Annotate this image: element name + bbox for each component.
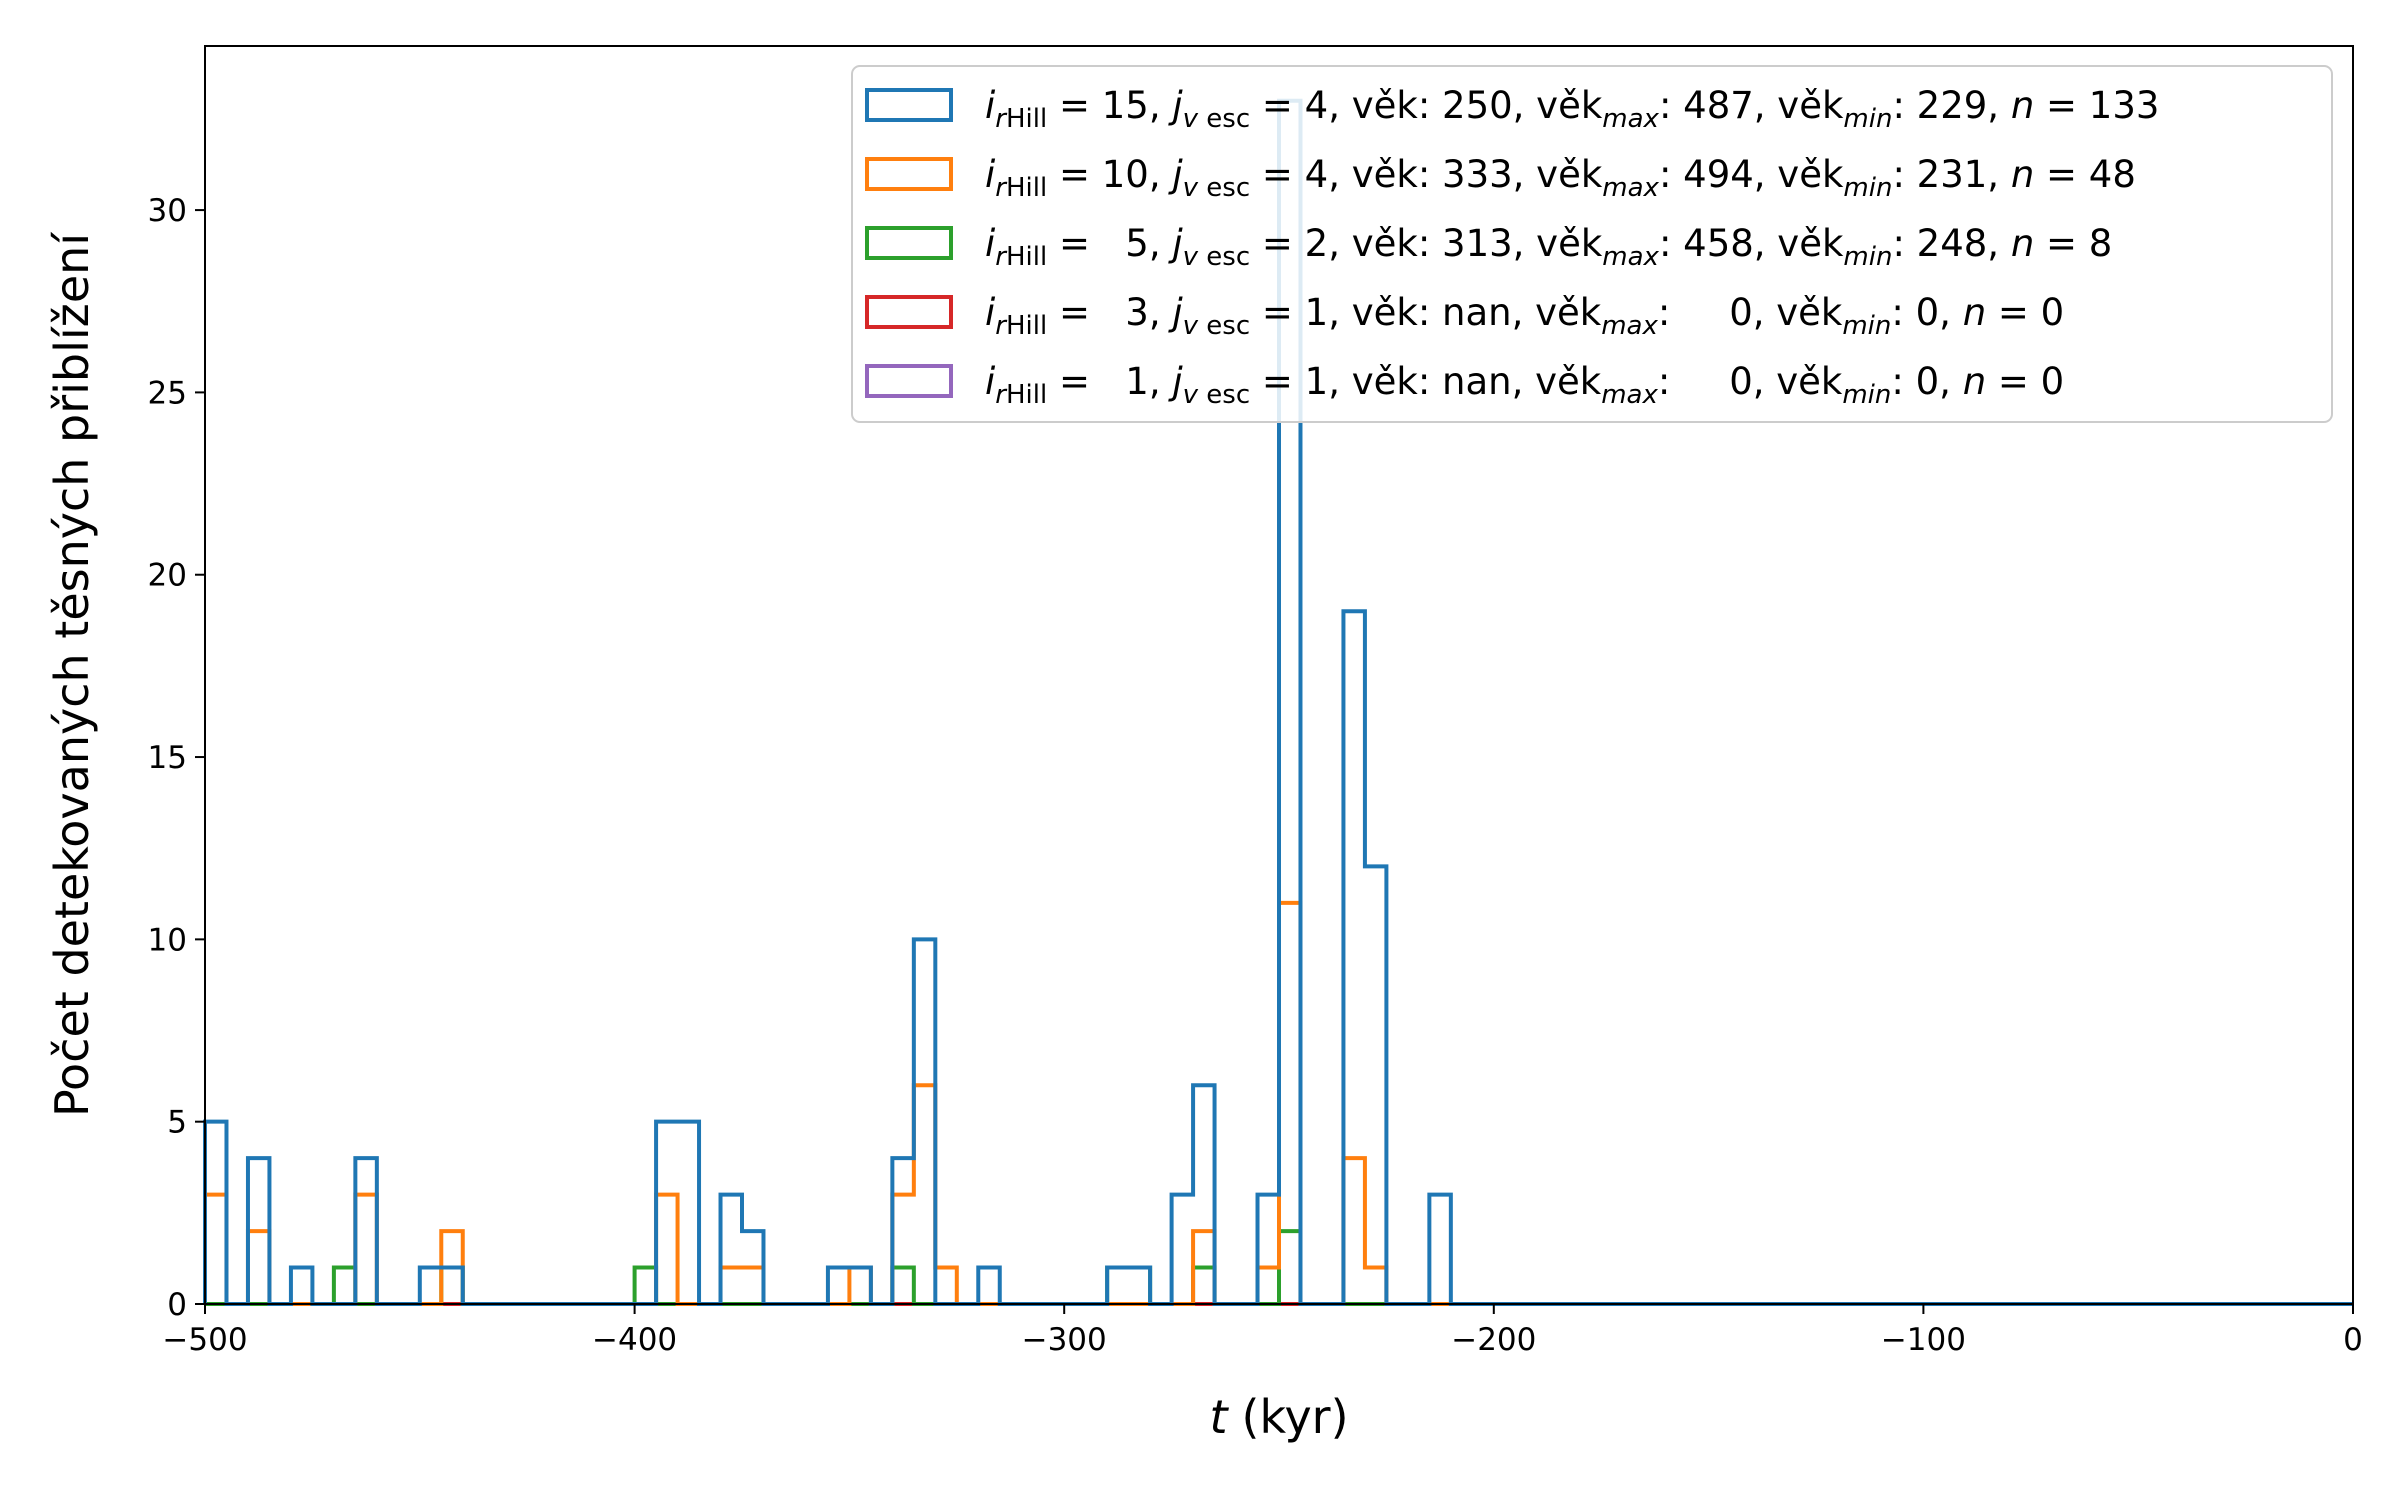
y-tick-label: 0 (167, 1287, 187, 1323)
y-tick-label: 10 (148, 922, 187, 958)
x-tick-label: −100 (1881, 1322, 1966, 1358)
x-tick-label: 0 (2343, 1322, 2363, 1358)
x-axis: −500 −400 −300 −200 −100 0 (162, 1304, 2363, 1358)
y-tick-label: 15 (148, 740, 187, 776)
y-axis: 0 5 10 15 20 25 30 (148, 193, 205, 1323)
x-tick-label: −200 (1451, 1322, 1536, 1358)
legend-swatch (865, 295, 953, 329)
legend-entry: irHill = 3, jv esc = 1, věk: nan, věkmax… (985, 291, 2064, 341)
legend: irHill = 15, jv esc = 4, věk: 250, věkma… (865, 84, 2159, 410)
x-tick-label: −400 (592, 1322, 677, 1358)
y-axis-label: Počet detekovaných těsných přiblížení (45, 232, 99, 1117)
legend-swatch (865, 88, 953, 122)
y-tick-label: 20 (148, 558, 187, 594)
legend-box (851, 65, 2333, 423)
x-axis-label: t (kyr) (1209, 1390, 1348, 1444)
y-tick-label: 30 (148, 193, 187, 229)
legend-swatch (865, 157, 953, 191)
legend-swatch (865, 226, 953, 260)
x-tick-label: −500 (162, 1322, 247, 1358)
legend-entry: irHill = 5, jv esc = 2, věk: 313, věkmax… (985, 222, 2112, 272)
axes-frame (204, 45, 2354, 1305)
legend-entry: irHill = 10, jv esc = 4, věk: 333, věkma… (985, 153, 2136, 203)
x-tick-label: −300 (1022, 1322, 1107, 1358)
y-tick-label: 5 (167, 1105, 187, 1141)
legend-entry: irHill = 1, jv esc = 1, věk: nan, věkmax… (985, 360, 2064, 410)
legend-entry: irHill = 15, jv esc = 4, věk: 250, věkma… (985, 84, 2159, 134)
legend-swatch (865, 364, 953, 398)
y-tick-label: 25 (148, 375, 187, 411)
